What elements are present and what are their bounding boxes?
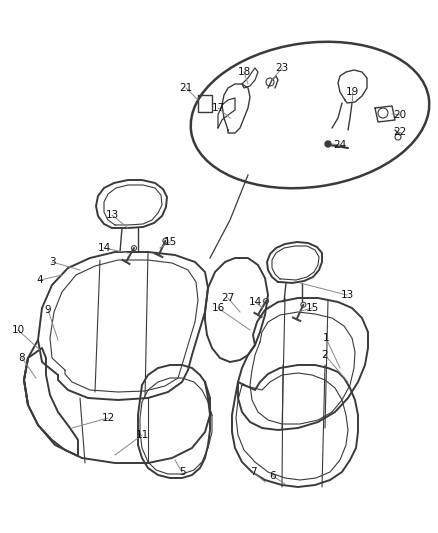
Text: 14: 14 [248,297,261,307]
Text: 16: 16 [212,303,225,313]
Text: 24: 24 [333,140,346,150]
Text: 1: 1 [323,333,329,343]
Circle shape [325,141,331,147]
Text: 23: 23 [276,63,289,73]
Text: 21: 21 [180,83,193,93]
Text: 2: 2 [321,350,328,360]
Text: 10: 10 [11,325,25,335]
Text: 5: 5 [179,467,185,477]
Text: 15: 15 [305,303,318,313]
Text: 15: 15 [163,237,177,247]
Text: 19: 19 [346,87,359,97]
Text: 8: 8 [19,353,25,363]
Text: 4: 4 [37,275,43,285]
Text: 11: 11 [135,430,148,440]
Text: 12: 12 [101,413,115,423]
Text: 7: 7 [250,467,256,477]
Text: 22: 22 [393,127,406,137]
Text: 20: 20 [393,110,406,120]
Text: 6: 6 [270,471,276,481]
Text: 17: 17 [212,103,225,113]
Text: 18: 18 [237,67,251,77]
Text: 27: 27 [221,293,235,303]
Text: 13: 13 [106,210,119,220]
Text: 9: 9 [45,305,51,315]
Text: 13: 13 [340,290,353,300]
Text: 14: 14 [97,243,111,253]
Text: 3: 3 [49,257,55,267]
